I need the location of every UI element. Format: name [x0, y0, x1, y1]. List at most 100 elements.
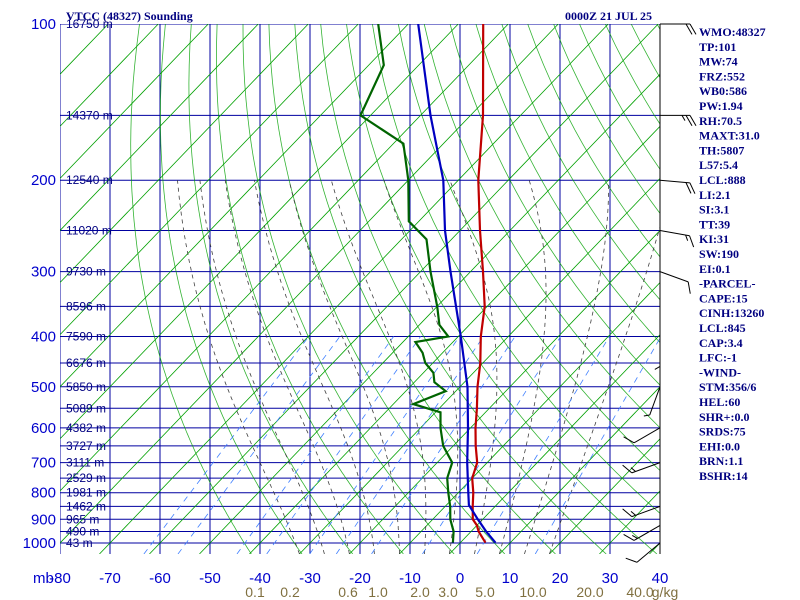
index-item: L57:5.4 [699, 158, 738, 172]
wind-barb [659, 179, 690, 184]
mixing-ratio-label: 5.0 [475, 584, 495, 600]
moist-adiabat [177, 180, 300, 554]
station-title: VTCC (48327) Sounding [66, 9, 193, 23]
index-item: MW:74 [699, 55, 738, 69]
index-item: SHR+:0.0 [699, 410, 750, 424]
adiabats [60, 24, 660, 554]
height-label: 9730 m [66, 265, 106, 279]
mixing-ratio-label: g/kg [652, 584, 678, 600]
wind-barb-feather [623, 436, 635, 444]
mixing-ratio-line [177, 336, 341, 554]
wind-barb-feather [622, 464, 633, 474]
wind-barb-feather [689, 182, 696, 194]
index-item: WB0:586 [699, 84, 747, 98]
dry-adiabat [449, 24, 660, 386]
temperature-tick-label: -70 [99, 570, 121, 587]
isotherm-line [249, 125, 660, 554]
wind-barb [649, 386, 661, 416]
pressure-tick-label: 400 [31, 328, 56, 345]
mixing-ratio-line [476, 336, 610, 554]
isotherm-line [60, 24, 159, 127]
temperature-tick-label: 10 [502, 570, 519, 587]
wind-barb-feather [689, 235, 695, 248]
pressure-tick-label: 700 [31, 455, 56, 472]
index-item: EI:0.1 [699, 262, 731, 276]
moist-adiabat [254, 180, 375, 554]
mixing-ratio-line [266, 336, 421, 554]
dewpoint-line [359, 24, 455, 543]
index-item: BSHR:14 [699, 469, 748, 483]
wind-barb-feather [654, 366, 661, 370]
pressure-tick-label: 800 [31, 485, 56, 502]
moist-adiabat [224, 180, 350, 554]
isotherm-line [60, 24, 209, 179]
index-item: SW:190 [699, 247, 739, 261]
wind-barb-feather [622, 508, 633, 518]
wind-barb [631, 462, 661, 474]
pressure-tick-label: 500 [31, 379, 56, 396]
wind-barb-feather [625, 557, 638, 563]
height-label: 490 m [66, 524, 99, 538]
isotherm-line [499, 386, 660, 554]
dry-adiabat [475, 24, 660, 344]
height-label: 8596 m [66, 299, 106, 313]
height-label: 7590 m [66, 329, 106, 343]
isotherm-line [60, 24, 559, 544]
mixing-ratio-line [534, 337, 660, 554]
wind-barb [659, 230, 690, 237]
height-label: 12540 m [66, 173, 113, 187]
moist-adiabat [199, 180, 325, 554]
isotherm-line [349, 229, 660, 554]
pressure-tick-label: 300 [31, 264, 56, 281]
mixing-ratio-line [236, 336, 394, 554]
temperature-tick-label: -50 [199, 570, 221, 587]
index-item: TH:5807 [699, 143, 744, 157]
moist-adiabat [330, 180, 427, 554]
temperature-line [471, 24, 487, 544]
pressure-tick-label: 600 [31, 420, 56, 437]
index-item: -PARCEL- [699, 277, 755, 291]
parcel-line [417, 24, 497, 544]
temperature-tick-label: -60 [149, 570, 171, 587]
wind-barb-feather [685, 234, 689, 241]
height-label: 5850 m [66, 380, 106, 394]
dry-adiabat [423, 24, 660, 429]
wind-barb [633, 427, 661, 444]
dry-adiabat [294, 24, 556, 554]
isotherm-line [60, 24, 409, 388]
index-item: LI:2.1 [699, 188, 731, 202]
indices-panel: WMO:48327TP:101MW:74FRZ:552WB0:586PW:1.9… [699, 25, 766, 483]
index-item: CINH:13260 [699, 306, 764, 320]
moist-adiabat [524, 180, 609, 554]
wind-barb-feather [681, 115, 686, 121]
isotherm-line [549, 438, 660, 554]
wind-barb-feather [632, 534, 638, 539]
wind-barb-feather [685, 23, 693, 35]
isotherm-line [99, 24, 609, 554]
wind-barb-feather [630, 467, 636, 472]
dry-adiabat [268, 24, 506, 554]
temperature-tick-label: 20 [552, 570, 569, 587]
mixing-ratio-label: 20.0 [576, 584, 603, 600]
mixing-ratio-label: 1.0 [368, 584, 388, 600]
pressure-tick-label: 900 [31, 511, 56, 528]
dry-adiabat [188, 24, 354, 554]
index-item: BRN:1.1 [699, 454, 743, 468]
temperature-tick-label: -40 [249, 570, 271, 587]
moist-adiabat [288, 180, 400, 554]
isotherm-line [60, 24, 259, 232]
height-label: 43 m [66, 536, 93, 550]
temperature-tick-label: -10 [399, 570, 421, 587]
index-item: SRDS:75 [699, 425, 746, 439]
sounding-time: 0000Z 21 JUL 25 [565, 9, 652, 23]
mixing-ratio-line [143, 336, 310, 554]
height-label: 3111 m [66, 456, 104, 470]
dry-adiabat [397, 24, 660, 472]
index-item: EHI:0.0 [699, 439, 740, 453]
index-item: LCL:888 [699, 173, 746, 187]
height-label: 3727 m [66, 439, 106, 453]
height-label: 4382 m [66, 421, 106, 435]
index-item: CAPE:15 [699, 291, 748, 305]
index-item: CAP:3.4 [699, 336, 743, 350]
index-item: PW:1.94 [699, 99, 743, 113]
